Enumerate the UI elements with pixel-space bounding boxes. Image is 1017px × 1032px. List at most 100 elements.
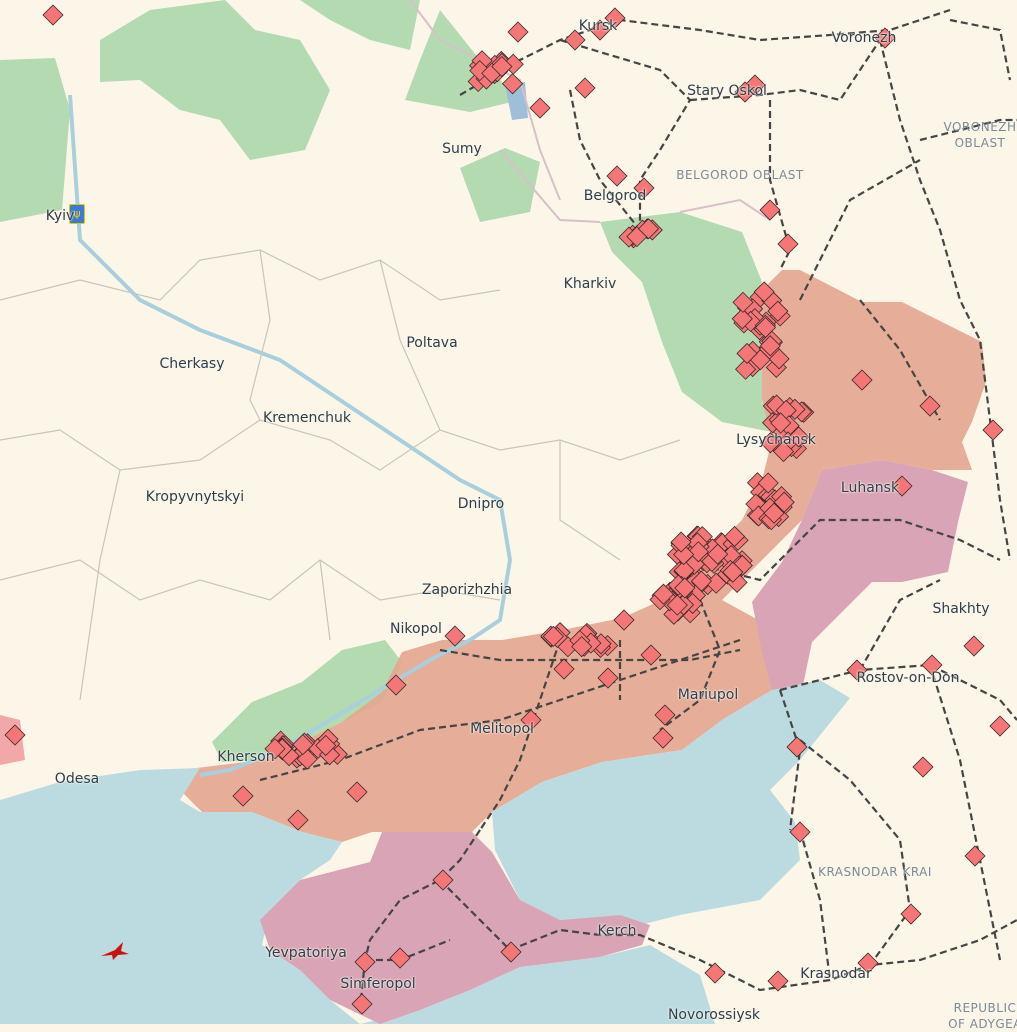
city-label-nikopol[interactable]: Nikopol (390, 621, 442, 637)
event-diamond-icon[interactable] (346, 781, 368, 803)
event-diamond-icon[interactable] (292, 734, 314, 756)
event-diamond-icon[interactable] (432, 869, 454, 891)
event-diamond-icon[interactable] (770, 412, 792, 434)
event-diamond-icon[interactable] (734, 81, 756, 103)
event-diamond-icon[interactable] (687, 541, 709, 563)
event-diamond-icon[interactable] (789, 821, 811, 843)
city-label-kherson[interactable]: Kherson (217, 749, 275, 765)
city-label-krasnodar[interactable]: Krasnodar (800, 966, 872, 982)
event-diamond-icon[interactable] (759, 199, 781, 221)
event-diamond-icon[interactable] (851, 369, 873, 391)
event-diamond-icon[interactable] (351, 993, 373, 1015)
event-diamond-icon[interactable] (773, 491, 795, 513)
event-diamond-icon[interactable] (919, 395, 941, 417)
event-diamond-icon[interactable] (763, 502, 785, 524)
event-diamond-icon[interactable] (674, 577, 696, 599)
event-diamond-icon[interactable] (759, 335, 781, 357)
city-label-melitopol[interactable]: Melitopol (470, 721, 534, 737)
event-diamond-icon[interactable] (589, 19, 611, 41)
event-diamond-icon[interactable] (491, 55, 513, 78)
event-diamond-icon[interactable] (989, 715, 1011, 737)
city-label-odesa[interactable]: Odesa (54, 771, 100, 787)
event-diamond-icon[interactable] (4, 724, 26, 746)
event-diamond-icon[interactable] (444, 625, 466, 647)
event-diamond-icon[interactable] (652, 583, 675, 605)
event-diamond-icon[interactable] (287, 809, 309, 831)
event-diamond-icon[interactable] (731, 554, 753, 577)
event-diamond-icon[interactable] (786, 736, 808, 758)
event-diamond-icon[interactable] (857, 952, 879, 974)
event-diamond-icon[interactable] (759, 432, 781, 454)
city-label-zaporizhzhia[interactable]: Zaporizhzhia (421, 582, 513, 598)
event-diamond-icon[interactable] (722, 561, 744, 583)
event-diamond-icon[interactable] (757, 472, 779, 494)
event-diamond-icon[interactable] (736, 342, 758, 365)
event-diamond-icon[interactable] (732, 291, 754, 313)
city-label-kursk[interactable]: Kursk (578, 18, 618, 34)
city-label-rostov-on-don[interactable]: Rostov-on-Don (856, 670, 960, 686)
event-diamond-icon[interactable] (633, 177, 655, 199)
city-label-kyiv[interactable]: Kyiv (45, 208, 75, 224)
city-label-kropyvnytskyi[interactable]: Kropyvnytskyi (145, 489, 245, 505)
event-markers[interactable] (4, 4, 1011, 1015)
event-diamond-icon[interactable] (891, 475, 913, 497)
event-diamond-icon[interactable] (777, 233, 799, 255)
event-diamond-icon[interactable] (767, 970, 789, 992)
city-label-lysychansk[interactable]: Lysychansk (736, 432, 816, 448)
city-label-poltava[interactable]: Poltava (406, 335, 458, 351)
event-diamond-icon[interactable] (666, 594, 688, 616)
event-diamond-icon[interactable] (982, 419, 1004, 441)
event-diamond-icon[interactable] (469, 60, 491, 82)
event-diamond-icon[interactable] (754, 316, 777, 339)
event-diamond-icon[interactable] (753, 281, 775, 303)
event-diamond-icon[interactable] (389, 947, 411, 969)
event-diamond-icon[interactable] (574, 77, 596, 99)
city-label-luhansk[interactable]: Luhansk (840, 480, 900, 496)
event-diamond-icon[interactable] (673, 543, 695, 566)
event-diamond-icon[interactable] (232, 785, 254, 807)
city-label-novorossiysk[interactable]: Novorossiysk (667, 1007, 761, 1023)
event-diamond-icon[interactable] (788, 426, 810, 448)
event-diamond-icon[interactable] (613, 609, 635, 631)
city-label-kerch[interactable]: Kerch (597, 923, 637, 939)
event-diamond-icon[interactable] (571, 636, 593, 658)
event-diamond-icon[interactable] (704, 962, 726, 984)
event-diamond-icon[interactable] (640, 644, 662, 666)
event-diamond-icon[interactable] (900, 903, 922, 925)
city-label-stary-oskol[interactable]: Stary Oskol (687, 83, 767, 99)
event-diamond-icon[interactable] (553, 658, 575, 680)
city-label-simferopol[interactable]: Simferopol (340, 976, 416, 992)
event-diamond-icon[interactable] (597, 667, 619, 689)
event-diamond-icon[interactable] (772, 440, 795, 463)
event-diamond-icon[interactable] (520, 709, 542, 731)
city-label-voronezh[interactable]: Voronezh (831, 30, 897, 46)
city-label-belgorod[interactable]: Belgorod (583, 188, 647, 204)
event-diamond-icon[interactable] (912, 756, 934, 778)
city-label-cherkasy[interactable]: Cherkasy (159, 356, 225, 372)
event-diamond-icon[interactable] (707, 543, 729, 565)
event-diamond-icon[interactable] (542, 625, 564, 647)
event-diamond-icon[interactable] (385, 674, 407, 696)
city-label-yevpatoriya[interactable]: Yevpatoriya (265, 945, 347, 961)
event-diamond-icon[interactable] (500, 941, 522, 963)
event-diamond-icon[interactable] (964, 845, 986, 867)
event-diamond-icon[interactable] (670, 531, 692, 553)
event-diamond-icon[interactable] (637, 218, 660, 240)
event-diamond-icon[interactable] (354, 951, 376, 973)
event-diamond-icon[interactable] (264, 738, 286, 760)
event-diamond-icon[interactable] (529, 97, 551, 119)
city-label-dnipro[interactable]: Dnipro (457, 496, 505, 512)
event-diamond-icon[interactable] (724, 525, 746, 548)
event-diamond-icon[interactable] (315, 734, 337, 757)
event-diamond-icon[interactable] (654, 704, 676, 726)
city-label-kremenchuk[interactable]: Kremenchuk (263, 410, 351, 426)
event-diamond-icon[interactable] (564, 29, 586, 51)
event-diamond-icon[interactable] (501, 73, 524, 95)
event-diamond-icon[interactable] (652, 727, 674, 749)
event-diamond-icon[interactable] (846, 659, 868, 681)
aircraft-icon[interactable] (101, 942, 129, 960)
city-label-mariupol[interactable]: Mariupol (677, 687, 739, 703)
event-diamond-icon[interactable] (963, 635, 985, 657)
event-diamond-icon[interactable] (921, 654, 943, 676)
